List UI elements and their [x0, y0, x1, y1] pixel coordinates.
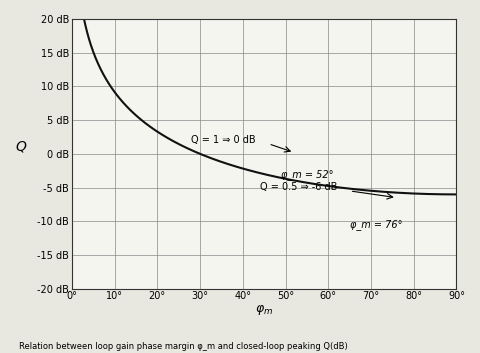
Text: φ_m = 52°: φ_m = 52° — [281, 169, 334, 180]
Text: φ_m = 76°: φ_m = 76° — [349, 219, 402, 229]
Text: Q = 1 ⇒ 0 dB: Q = 1 ⇒ 0 dB — [192, 135, 256, 145]
Y-axis label: Q: Q — [15, 140, 26, 154]
Text: Q = 0.5 ⇒ -6 dB: Q = 0.5 ⇒ -6 dB — [260, 182, 337, 192]
X-axis label: $\varphi_m$: $\varphi_m$ — [255, 303, 273, 317]
Text: Relation between loop gain phase margin φ_m and closed-loop peaking Q(dB): Relation between loop gain phase margin … — [19, 342, 348, 351]
